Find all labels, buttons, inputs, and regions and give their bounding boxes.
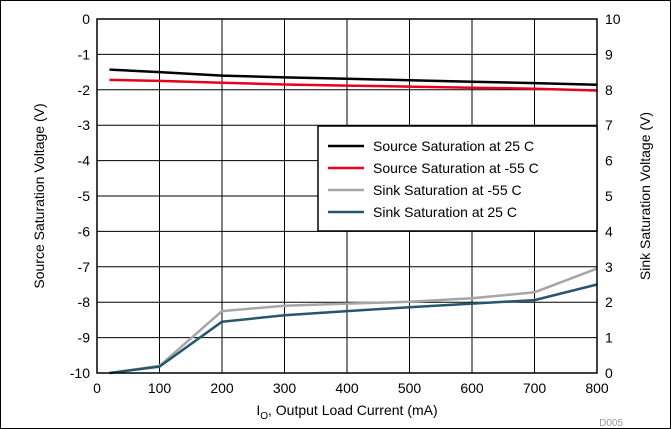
y-tick-label: -3 — [78, 117, 91, 133]
x-tick-label: 200 — [210, 380, 234, 396]
y-tick-label: -7 — [78, 259, 91, 275]
x-axis-title-subscript: O — [260, 411, 268, 422]
legend-label-2: Source Saturation at -55 C — [373, 160, 539, 176]
legend-label-1: Source Saturation at 25 C — [373, 138, 534, 154]
y-tick-label: -6 — [78, 223, 91, 239]
x-tick-label: 500 — [398, 380, 422, 396]
y2-tick-label: 0 — [605, 365, 613, 381]
y2-tick-label: 5 — [605, 188, 613, 204]
y2-tick-label: 8 — [605, 82, 613, 98]
y-tick-label: -4 — [78, 153, 91, 169]
y-tick-label: -2 — [78, 82, 91, 98]
x-axis-title: IO, Output Load Current (mA) — [256, 402, 437, 422]
left-axis-title: Source Saturation Voltage (V) — [31, 103, 47, 288]
series-line-3 — [109, 267, 598, 375]
y2-tick-label: 3 — [605, 259, 613, 275]
series-line-4 — [109, 283, 598, 375]
x-tick-label: 400 — [335, 380, 359, 396]
figure-id-label: D005 — [599, 418, 623, 429]
series-lines — [109, 68, 598, 375]
y-tick-label: -8 — [78, 294, 91, 310]
y2-tick-label: 1 — [605, 330, 613, 346]
legend-box — [317, 125, 598, 232]
legend-label-4: Sink Saturation at 25 C — [373, 204, 517, 220]
x-tick-label: 600 — [460, 380, 484, 396]
y-tick-label: -1 — [78, 46, 91, 62]
y-tick-label: 0 — [82, 11, 90, 27]
y2-tick-label: 7 — [605, 117, 613, 133]
x-tick-label: 700 — [523, 380, 547, 396]
y-tick-label: -5 — [78, 188, 91, 204]
x-axis-title-rest: , Output Load Current (mA) — [268, 402, 438, 418]
y-tick-label: -10 — [70, 365, 90, 381]
y2-tick-label: 6 — [605, 153, 613, 169]
series-line-1 — [109, 68, 598, 87]
y-tick-label: -9 — [78, 330, 91, 346]
y2-tick-label: 9 — [605, 46, 613, 62]
x-tick-label: 300 — [273, 380, 297, 396]
y2-tick-label: 2 — [605, 294, 613, 310]
tick-labels: 0 100 200 300 400 500 600 700 8000-1-2-3-4-5-6-7… — [70, 11, 621, 396]
right-axis-title: Sink Saturation Voltage (V) — [637, 112, 653, 280]
y2-tick-label: 10 — [605, 11, 621, 27]
legend-label-3: Sink Saturation at -55 C — [373, 182, 522, 198]
series-line-2 — [109, 78, 598, 92]
x-tick-label: 800 — [585, 380, 609, 396]
x-axis-title-main: I — [256, 402, 260, 418]
x-tick-label: 0 — [93, 380, 101, 396]
legend: Source Saturation at 25 C Source Saturati… — [317, 125, 598, 232]
y2-tick-label: 4 — [605, 223, 613, 239]
x-tick-label: 100 — [148, 380, 172, 396]
